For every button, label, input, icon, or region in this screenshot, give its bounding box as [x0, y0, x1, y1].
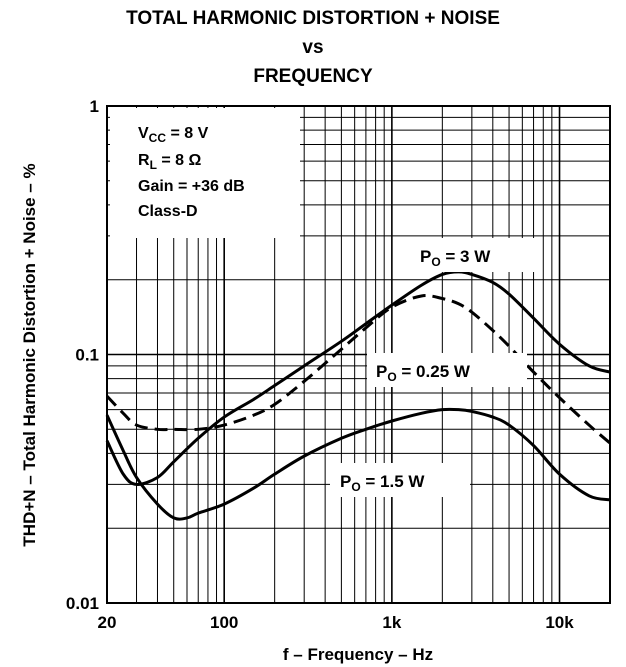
y-tick-label: 0.1	[75, 346, 99, 365]
chart-title-line-2: vs	[302, 37, 324, 58]
x-tick-label: 1k	[382, 613, 401, 632]
chart-title-line-1: TOTAL HARMONIC DISTORTION + NOISE	[126, 8, 500, 29]
chart-title-line-3: FREQUENCY	[253, 66, 373, 87]
x-tick-label: 10k	[545, 613, 574, 632]
plot-frame	[106, 105, 611, 604]
y-axis-label: THD+N – Total Harmonic Distortion + Nois…	[20, 163, 39, 546]
condition-gain: Gain = +36 dB	[138, 178, 245, 195]
x-axis-label: f – Frequency – Hz	[283, 645, 433, 664]
condition-vcc: VCC = 8 V	[138, 125, 209, 145]
tick-label-layer: 20 100 1k 10k 1 0.1 0.01	[66, 97, 574, 632]
y-tick-label: 1	[90, 97, 99, 116]
x-tick-label: 20	[98, 613, 117, 632]
series-line-2	[105, 407, 611, 521]
series-line-0	[105, 270, 611, 486]
series-label-bg-15w	[330, 463, 470, 497]
series-label-bg-025w	[367, 353, 527, 387]
series-label-025w: PO = 0.25 W	[376, 362, 471, 384]
y-tick-label: 0.01	[66, 594, 99, 613]
x-tick-label: 100	[210, 613, 238, 632]
series-label-3w: PO = 3 W	[420, 247, 491, 269]
series-label-15w: PO = 1.5 W	[340, 472, 425, 494]
condition-rl: RL = 8 Ω	[138, 152, 201, 172]
conditions-box	[110, 108, 300, 238]
condition-mode: Class-D	[138, 203, 198, 220]
series-label-bg-3w	[407, 238, 542, 272]
